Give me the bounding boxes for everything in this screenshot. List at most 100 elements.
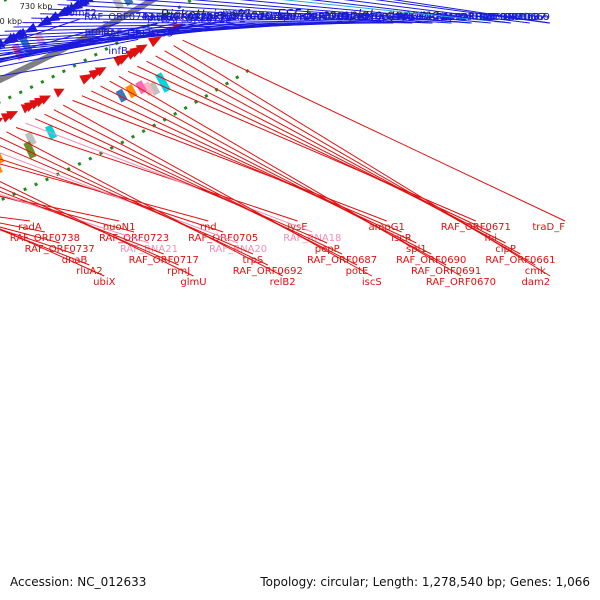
reverse-gene-label[interactable]: RAF_ORF0690 [396, 255, 466, 266]
reverse-gene-label[interactable]: cmk [525, 266, 546, 277]
leader-line [0, 193, 150, 244]
reverse-gene-arrow [79, 73, 95, 85]
leader-line [62, 104, 373, 277]
feature-block [109, 0, 124, 10]
feature-block [115, 88, 128, 103]
reverse-gene-label[interactable]: RAF_ORF0670 [426, 277, 496, 288]
leader-line [0, 163, 209, 222]
kbp-tick [9, 32, 14, 39]
leader-line [72, 99, 387, 222]
leader-line [392, 0, 551, 24]
leader-line [57, 4, 433, 24]
reverse-gene-label[interactable]: RAF_ORF0691 [411, 266, 481, 277]
leader-line [13, 22, 374, 28]
reverse-gene-label[interactable]: dam2 [522, 277, 551, 288]
reverse-gene-label[interactable]: RAF_ORF0687 [307, 255, 377, 266]
forward-gene-label[interactable]: proP8 [85, 27, 114, 38]
leader-line [0, 145, 254, 255]
forward-gene-label[interactable]: RAF_ORF0725 [201, 12, 271, 23]
reverse-gene-label[interactable]: traD_F [532, 222, 565, 233]
feature-block [0, 149, 5, 165]
forward-gene-label[interactable]: RAF_ORF0719 [181, 12, 251, 23]
reverse-gene-label[interactable]: nuoN1 [103, 222, 136, 233]
genome-backbone [0, 0, 159, 84]
leader-line [118, 75, 462, 277]
reverse-gene-label[interactable]: rluA2 [76, 266, 102, 277]
forward-gene-label[interactable]: RAF_ORF0703 [299, 12, 369, 23]
feature-block [44, 124, 58, 140]
reverse-gene-label[interactable]: fni [484, 233, 497, 244]
forward-gene-label[interactable]: RAF_ORF0683 [437, 12, 507, 23]
forward-gene-label[interactable]: lpdA2 [281, 12, 310, 23]
reverse-gene-arrow [53, 88, 65, 98]
leader-line [182, 39, 566, 222]
feature-block [23, 140, 37, 159]
leader-line [137, 65, 491, 233]
reverse-gene-label[interactable]: iscS [362, 277, 382, 288]
leader-line [31, 17, 394, 24]
accession-text: Accession: NC_012633 [10, 575, 147, 589]
reverse-gene-label[interactable]: RAF_RNA21 [120, 244, 178, 255]
reverse-gene-arrow [0, 113, 15, 123]
leader-line [44, 113, 343, 255]
leader-line [135, 0, 471, 24]
forward-gene-label[interactable]: hemC [359, 12, 388, 23]
leader-line [0, 228, 105, 277]
reverse-gene-arrow [0, 117, 4, 123]
reverse-gene-arrow [148, 35, 163, 48]
forward-gene-label[interactable]: RAF_ORF0712 [221, 12, 291, 23]
leader-line [0, 222, 45, 233]
reverse-gene-label[interactable]: RAF_ORF0661 [485, 255, 555, 266]
leader-line [81, 95, 402, 233]
leader-line [0, 22, 354, 36]
forward-gene-label[interactable]: priA [147, 13, 167, 24]
genome-summary: Topology: circular; Length: 1,278,540 bp… [260, 575, 590, 589]
reverse-gene-arrow [20, 104, 32, 114]
reverse-gene-label[interactable]: rpmJ [167, 266, 190, 277]
leader-line [90, 90, 417, 244]
reverse-gene-label[interactable]: ampG1 [369, 222, 405, 233]
reverse-gene-label[interactable]: clpP [495, 244, 516, 255]
forward-gene-label[interactable]: infB [108, 46, 128, 57]
reverse-gene-arrow [94, 67, 107, 77]
reverse-gene-label[interactable]: RAF_RNA18 [283, 233, 341, 244]
reverse-gene-label[interactable]: radA [18, 222, 42, 233]
reverse-gene-label[interactable]: ubiX [93, 277, 115, 288]
reverse-gene-label[interactable]: dnaB [62, 255, 88, 266]
reverse-gene-label[interactable]: lysE [287, 222, 307, 233]
leader-line [0, 181, 194, 277]
leader-line [53, 109, 358, 266]
forward-gene-label[interactable]: hemB [144, 12, 173, 23]
leader-line [0, 226, 60, 244]
leader-line [0, 229, 90, 266]
leader-line [0, 38, 139, 68]
leader-line [25, 122, 313, 233]
forward-gene-label[interactable]: RAF_ORF0669 [480, 12, 550, 23]
feature-block [141, 81, 155, 97]
forward-gene-label[interactable]: tlc3 [521, 12, 540, 23]
leader-line [6, 131, 283, 277]
forward-gene-label[interactable]: RAF_ORF0668 [456, 12, 526, 23]
backbone-line [0, 0, 159, 84]
gene-labels[interactable]: comF2proP8infBRAF_ORF0743RAF_ORF0735priA… [0, 0, 565, 288]
leader-line [343, 0, 530, 24]
reverse-gene-label[interactable]: potE [346, 266, 369, 277]
forward-gene-label[interactable]: RAF_ORF0743 [84, 12, 154, 23]
kbp-tick-label: 740 kbp [0, 17, 22, 26]
reverse-gene-label[interactable]: glmU [180, 277, 206, 288]
forward-gene-label[interactable]: comF2 [63, 8, 96, 19]
reverse-gene-label[interactable]: RAF_RNA20 [209, 244, 267, 255]
reverse-gene-label[interactable]: RAF_ORF0717 [129, 255, 199, 266]
forward-gene-label[interactable]: RAF_ORF0679 [436, 12, 506, 23]
leader-line [4, 22, 355, 32]
leader-line [239, 0, 491, 24]
reverse-gene-label[interactable]: RAF_ORF0705 [188, 233, 258, 244]
reverse-gene-label[interactable]: RAF_ORF0692 [233, 266, 303, 277]
reverse-gene-label[interactable]: RAF_ORF0738 [10, 233, 80, 244]
forward-gene-label[interactable]: plsC [402, 12, 423, 23]
reverse-gene-label[interactable]: relB2 [270, 277, 296, 288]
leader-line [34, 118, 328, 244]
leader-line [281, 0, 510, 24]
reverse-gene-arrow [113, 57, 125, 67]
